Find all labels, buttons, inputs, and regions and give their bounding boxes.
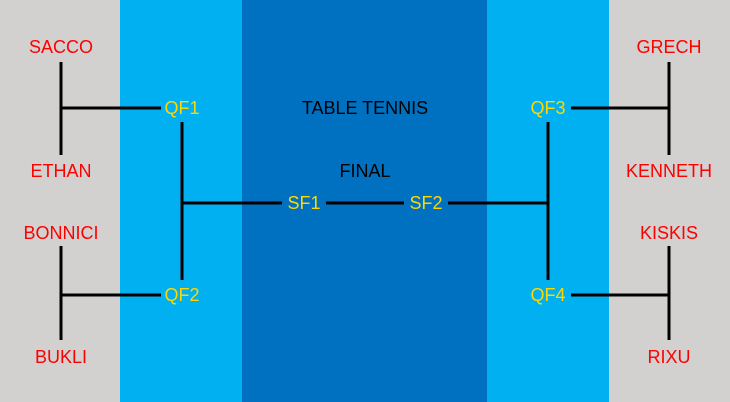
- player-bonnici: BONNICI: [21, 223, 101, 243]
- center-blue-band: [242, 0, 487, 402]
- player-kenneth: KENNETH: [623, 161, 715, 181]
- match-qf1: QF1: [162, 98, 202, 118]
- player-kiskis: KISKIS: [637, 223, 701, 243]
- player-bukli: BUKLI: [32, 347, 90, 367]
- match-qf2: QF2: [162, 285, 202, 305]
- player-ethan: ETHAN: [28, 161, 94, 181]
- match-sf1: SF1: [285, 193, 323, 213]
- match-qf3: QF3: [528, 98, 568, 118]
- player-sacco: SACCO: [26, 37, 96, 57]
- title-line-1: TABLE TENNIS: [299, 98, 431, 118]
- player-rixu: RIXU: [645, 347, 693, 367]
- match-sf2: SF2: [407, 193, 445, 213]
- match-qf4: QF4: [528, 285, 568, 305]
- title-line-2: FINAL: [337, 161, 393, 181]
- player-grech: GRECH: [634, 37, 704, 57]
